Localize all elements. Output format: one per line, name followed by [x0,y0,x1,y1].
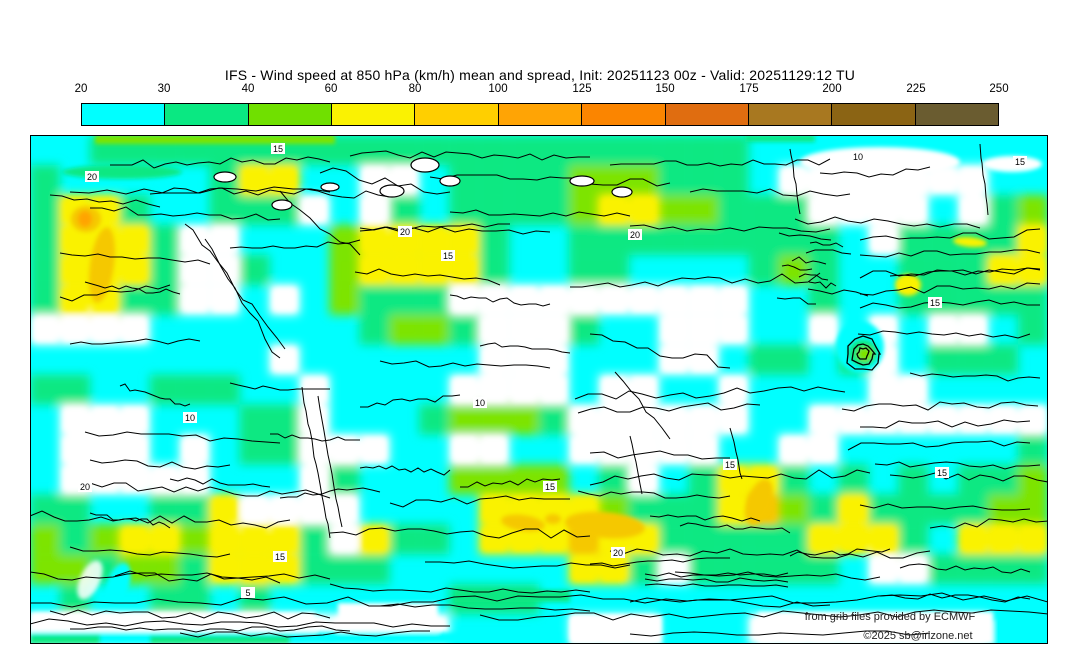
svg-text:20: 20 [399,227,409,237]
svg-text:15: 15 [929,298,939,308]
svg-text:15: 15 [544,482,554,492]
svg-text:10: 10 [474,398,484,408]
svg-text:20: 20 [629,230,639,240]
svg-text:20: 20 [86,172,96,182]
svg-text:15: 15 [936,468,946,478]
svg-text:20: 20 [79,482,89,492]
svg-text:10: 10 [184,413,194,423]
svg-text:15: 15 [272,144,282,154]
svg-text:15: 15 [274,552,284,562]
svg-text:15: 15 [442,251,452,261]
svg-text:15: 15 [1014,157,1024,167]
svg-text:5: 5 [245,588,250,598]
svg-text:10: 10 [852,152,862,162]
svg-text:20: 20 [612,548,622,558]
svg-text:15: 15 [724,460,734,470]
